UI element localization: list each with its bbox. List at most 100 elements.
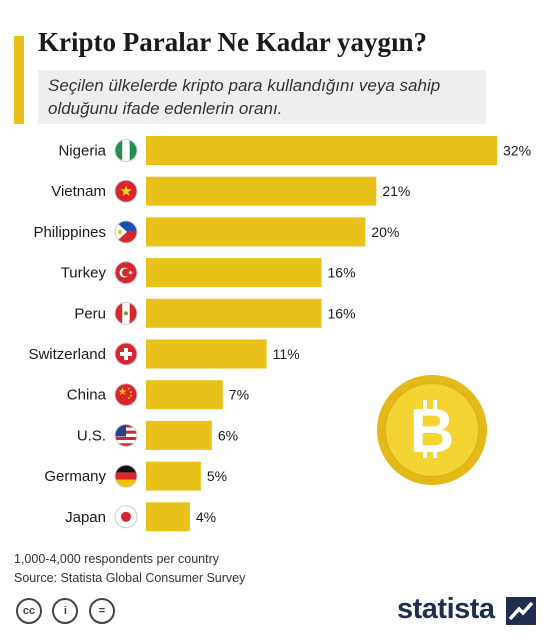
subtitle-box <box>38 70 486 124</box>
switzerland-flag-icon <box>115 343 137 365</box>
category-label: Vietnam <box>51 183 106 200</box>
bar-row: Switzerland 11% <box>28 339 300 369</box>
value-label: 21% <box>382 183 410 199</box>
flag-part <box>122 139 130 162</box>
bar-row: Nigeria 32% <box>58 136 531 165</box>
turkey-flag-icon <box>115 261 137 284</box>
flag-part <box>124 348 128 360</box>
bitcoin-stroke <box>423 400 427 409</box>
us-flag-icon <box>115 424 137 447</box>
flag-star <box>120 185 132 197</box>
bar <box>146 136 497 165</box>
nigeria-flag-icon <box>115 139 137 162</box>
flag-part <box>115 424 126 437</box>
peru-flag-icon <box>115 302 137 325</box>
flag-part <box>115 231 137 243</box>
bar <box>146 420 212 450</box>
bar <box>146 217 366 247</box>
flag-small-star <box>128 397 130 400</box>
flag-part <box>115 383 137 406</box>
value-label: 7% <box>229 387 249 403</box>
source-note: Source: Statista Global Consumer Survey <box>14 571 246 585</box>
chart-subtitle: Seçilen ülkelerde kripto para kullandığı… <box>48 76 441 118</box>
category-label: Turkey <box>61 265 107 282</box>
flag-disc <box>121 511 131 522</box>
vietnam-flag-icon <box>115 180 137 203</box>
flag-part <box>115 139 123 162</box>
value-label: 4% <box>196 509 216 525</box>
category-label: Switzerland <box>28 346 106 363</box>
flag-small-star <box>128 387 130 390</box>
statista-mark-icon <box>506 597 536 625</box>
flag-ring <box>114 301 138 325</box>
flag-small-star <box>130 394 132 397</box>
title-accent-bar <box>14 36 24 124</box>
bar <box>146 176 377 206</box>
flag-ring <box>114 179 138 203</box>
bar-row: Vietnam 21% <box>51 176 410 206</box>
bar <box>146 258 322 288</box>
flag-emblem <box>124 311 128 316</box>
flag-sun <box>118 229 122 234</box>
value-label: 6% <box>218 427 238 443</box>
category-label: Nigeria <box>58 143 106 160</box>
category-label: China <box>67 387 107 404</box>
flag-part <box>129 302 137 325</box>
flag-ring <box>114 261 138 285</box>
flag-part <box>115 443 137 447</box>
flag-part <box>115 440 137 444</box>
flag-ring <box>114 505 138 529</box>
bar-row: China 7% <box>67 380 249 410</box>
coin-face <box>385 383 479 477</box>
flag-small-star <box>130 391 132 394</box>
bar-row: Turkey 16% <box>61 258 356 288</box>
bar <box>146 502 190 532</box>
germany-flag-icon <box>115 465 137 488</box>
flag-ring <box>114 423 138 447</box>
flag-ring <box>114 464 138 488</box>
bar-row: Germany 5% <box>44 461 227 491</box>
flag-star <box>118 387 127 395</box>
japan-flag-icon <box>115 505 137 528</box>
philippines-flag-icon <box>115 220 137 243</box>
statista-logo: statista <box>397 593 495 625</box>
bitcoin-stroke <box>433 449 437 458</box>
bitcoin-symbol: B <box>410 397 455 466</box>
bar <box>146 298 322 328</box>
flag-part <box>115 220 137 232</box>
flag-part <box>129 139 137 162</box>
category-label: Japan <box>65 509 106 526</box>
bar <box>146 461 201 491</box>
flag-part <box>115 472 137 480</box>
category-label: Peru <box>74 305 106 322</box>
chart-title: Kripto Paralar Ne Kadar yaygın? <box>38 27 427 57</box>
bitcoin-coin-icon: B <box>377 375 487 485</box>
flag-star <box>128 270 133 275</box>
bar <box>146 339 267 369</box>
flag-ring <box>114 342 138 366</box>
flag-part <box>115 302 123 325</box>
flag-crescent-cut <box>122 268 130 277</box>
bar-row: Japan 4% <box>65 502 216 532</box>
bar-row: Peru 16% <box>74 298 356 328</box>
flag-part <box>115 436 137 441</box>
value-label: 11% <box>273 346 300 362</box>
value-label: 5% <box>207 468 227 484</box>
flag-ring <box>114 139 138 162</box>
value-label: 20% <box>371 224 399 240</box>
flag-part <box>115 479 137 488</box>
cc-icon: cc <box>16 598 42 624</box>
bitcoin-stroke <box>423 449 427 458</box>
category-label: Philippines <box>33 224 106 241</box>
flag-part <box>115 465 137 473</box>
category-label: U.S. <box>77 427 106 444</box>
by-icon: i <box>52 598 79 624</box>
bar-chart: Nigeria 32% Vietnam 21% Philippines 20% Turkey… <box>28 136 531 532</box>
license-icons: cc i = <box>16 598 121 624</box>
coin-inner-ring <box>384 382 480 478</box>
value-label: 32% <box>503 143 531 159</box>
bitcoin-stroke <box>433 400 437 409</box>
category-label: Germany <box>44 468 106 485</box>
nd-icon: = <box>88 598 115 624</box>
